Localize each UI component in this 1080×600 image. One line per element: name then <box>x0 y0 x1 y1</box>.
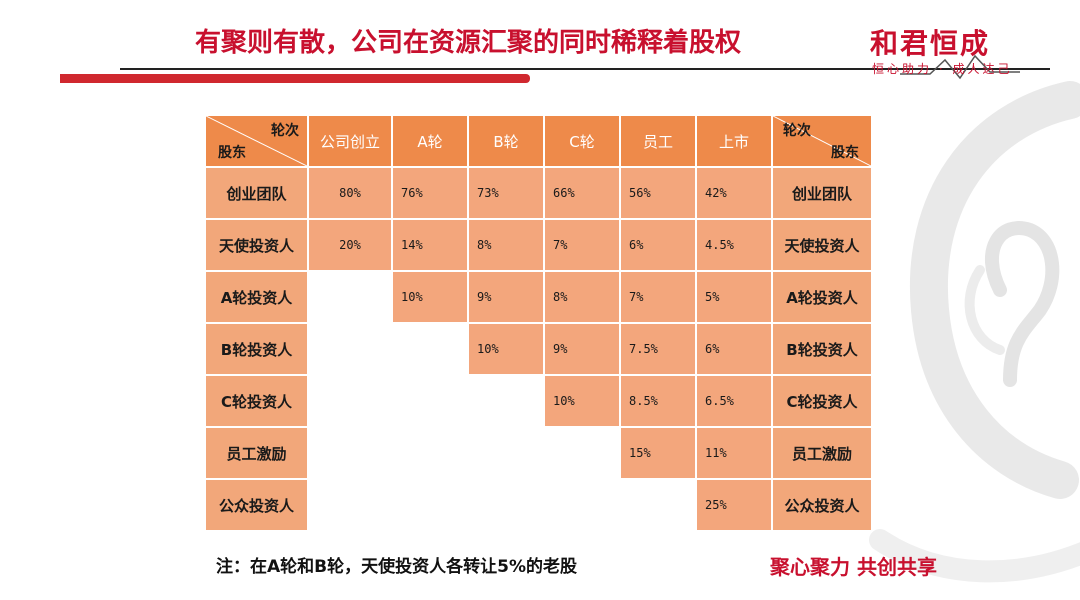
shareholder-label-right: A轮投资人 <box>773 272 871 322</box>
shareholder-label: 公众投资人 <box>206 480 307 530</box>
equity-cell: 80% <box>309 168 391 218</box>
round-header: 公司创立 <box>309 116 391 166</box>
shareholder-label: B轮投资人 <box>206 324 307 374</box>
corner-label-shareholder: 股东 <box>218 145 246 161</box>
equity-cell: 25% <box>697 480 771 530</box>
shareholder-label-right: B轮投资人 <box>773 324 871 374</box>
equity-cell: 10% <box>393 272 467 322</box>
equity-cell: 6% <box>621 220 695 270</box>
company-logo: 和君恒成 恒心助力 · 成人达己 <box>870 22 1060 82</box>
corner-label-shareholder: 股东 <box>831 145 859 161</box>
equity-cell: 7% <box>545 220 619 270</box>
round-header: B轮 <box>469 116 543 166</box>
equity-cell: 42% <box>697 168 771 218</box>
equity-cell: 76% <box>393 168 467 218</box>
shareholder-label-right: C轮投资人 <box>773 376 871 426</box>
equity-cell: 56% <box>621 168 695 218</box>
logo-tagline: 恒心助力 · 成人达己 <box>872 62 1013 76</box>
slogan: 聚心聚力 共创共享 <box>770 555 937 579</box>
equity-table: 轮次 股东 公司创立 A轮 B轮 C轮 员工 上市 轮次 股东 创业团队 80% 76% 73% 66% 56… <box>206 116 873 532</box>
equity-cell: 9% <box>545 324 619 374</box>
shareholder-label: C轮投资人 <box>206 376 307 426</box>
equity-cell: 9% <box>469 272 543 322</box>
equity-cell: 5% <box>697 272 771 322</box>
equity-cell: 20% <box>309 220 391 270</box>
shareholder-label: 创业团队 <box>206 168 307 218</box>
equity-cell: 73% <box>469 168 543 218</box>
equity-cell: 8% <box>545 272 619 322</box>
equity-cell: 10% <box>545 376 619 426</box>
equity-cell: 6.5% <box>697 376 771 426</box>
equity-cell: 6% <box>697 324 771 374</box>
round-header: C轮 <box>545 116 619 166</box>
corner-header-right: 轮次股东 <box>773 116 871 166</box>
round-header: A轮 <box>393 116 467 166</box>
shareholder-label: 员工激励 <box>206 428 307 478</box>
shareholder-label: A轮投资人 <box>206 272 307 322</box>
corner-header-left: 轮次股东 <box>206 116 307 166</box>
round-header: 上市 <box>697 116 771 166</box>
round-header: 员工 <box>621 116 695 166</box>
equity-cell: 7% <box>621 272 695 322</box>
shareholder-label-right: 天使投资人 <box>773 220 871 270</box>
title-accent-bar <box>60 74 530 83</box>
corner-label-round: 轮次 <box>783 123 811 139</box>
equity-cell: 8% <box>469 220 543 270</box>
equity-cell: 8.5% <box>621 376 695 426</box>
logo-swoosh-icon <box>900 54 1020 80</box>
equity-cell: 7.5% <box>621 324 695 374</box>
equity-cell: 15% <box>621 428 695 478</box>
footnote: 注：在A轮和B轮，天使投资人各转让5%的老股 <box>216 557 577 577</box>
logo-wordmark: 和君恒成 <box>870 27 991 60</box>
title-divider <box>120 68 1050 70</box>
page-title: 有聚则有散，公司在资源汇聚的同时稀释着股权 <box>195 28 742 58</box>
corner-label-round: 轮次 <box>271 123 299 139</box>
equity-cell: 4.5% <box>697 220 771 270</box>
shareholder-label-right: 员工激励 <box>773 428 871 478</box>
equity-cell: 11% <box>697 428 771 478</box>
equity-cell: 14% <box>393 220 467 270</box>
ink-brush-decoration-icon <box>869 81 1080 583</box>
shareholder-label-right: 公众投资人 <box>773 480 871 530</box>
shareholder-label: 天使投资人 <box>206 220 307 270</box>
equity-cell: 66% <box>545 168 619 218</box>
shareholder-label-right: 创业团队 <box>773 168 871 218</box>
equity-cell: 10% <box>469 324 543 374</box>
